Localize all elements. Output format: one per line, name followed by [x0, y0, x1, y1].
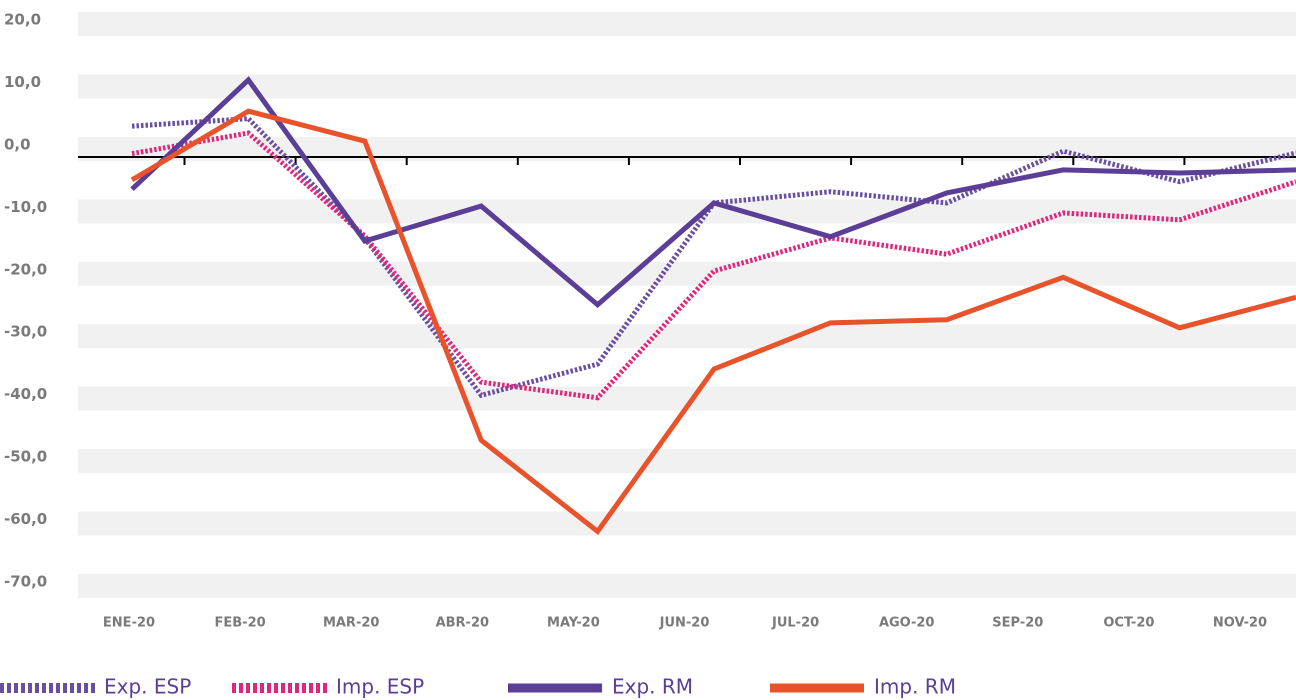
y-tick-label: -30,0: [4, 323, 47, 341]
series-line: [130, 108, 1296, 535]
y-tick-label: -50,0: [4, 448, 47, 466]
grid-band: [78, 74, 1296, 99]
grid-band: [78, 199, 1296, 224]
x-tick-label: AGO-20: [879, 616, 935, 631]
y-tick-label: -20,0: [4, 260, 47, 278]
y-tick-label: -70,0: [4, 573, 47, 591]
series-line: [131, 130, 1296, 401]
grid-band: [78, 12, 1296, 36]
x-tick-label: FEB-20: [215, 616, 266, 631]
y-tick-label: 10,0: [4, 73, 41, 91]
y-tick-label: -60,0: [4, 510, 47, 528]
x-tick-label: SEP-20: [992, 616, 1043, 631]
legend-label: Imp. RM: [874, 675, 956, 699]
x-tick-label: ABR-20: [436, 616, 489, 631]
y-tick-label: -10,0: [4, 198, 47, 216]
grid-band: [78, 574, 1296, 598]
x-tick-label: NOV-20: [1213, 616, 1267, 631]
x-tick-label: JUN-20: [659, 616, 710, 631]
series-line: [130, 76, 1296, 309]
grid-band: [78, 324, 1296, 349]
grid-band: [78, 511, 1296, 536]
x-tick-label: OCT-20: [1103, 616, 1154, 631]
y-tick-label: 0,0: [4, 135, 31, 153]
y-tick-label: -40,0: [4, 385, 47, 403]
legend-label: Exp. ESP: [104, 675, 191, 699]
legend-label: Imp. ESP: [336, 675, 424, 699]
x-tick-label: MAY-20: [547, 616, 600, 631]
grid-band: [78, 449, 1296, 474]
x-tick-label: JUL-20: [771, 616, 819, 631]
legend-label: Exp. RM: [612, 675, 693, 699]
grid-band: [78, 261, 1296, 286]
x-tick-label: MAR-20: [323, 616, 380, 631]
x-tick-label: ENE-20: [103, 616, 155, 631]
y-tick-label: 20,0: [4, 11, 41, 29]
